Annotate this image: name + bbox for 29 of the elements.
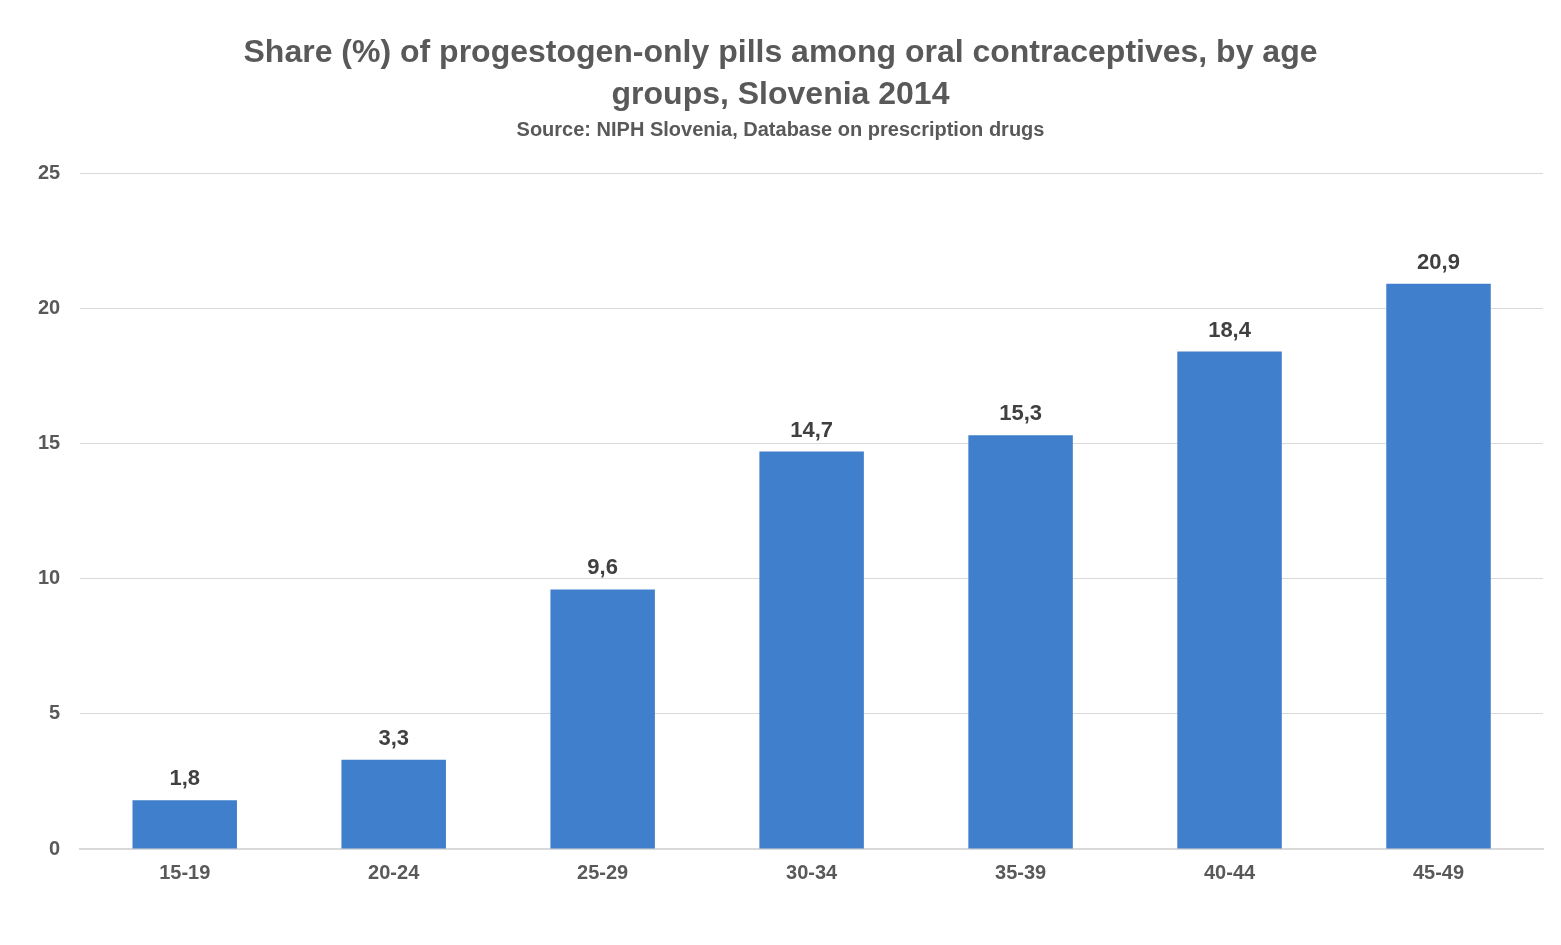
y-tick-label: 20 [38,295,61,318]
data-label: 15,3 [999,400,1042,426]
data-label: 18,4 [1208,316,1252,342]
y-tick-label: 5 [49,701,61,724]
bar [341,759,446,849]
data-label: 14,7 [790,416,834,442]
y-tick-label: 0 [49,836,61,859]
data-label: 9,6 [587,554,618,580]
x-tick-label: 20-24 [368,860,421,883]
bar [132,800,237,849]
bar [550,589,655,849]
x-tick-label: 15-19 [159,860,211,883]
bar [968,435,1073,849]
x-tick-label: 40-44 [1203,860,1256,883]
y-tick-label: 10 [38,566,61,589]
y-tick-label: 15 [38,430,61,453]
bar [1177,351,1282,849]
x-tick-label: 25-29 [577,860,629,883]
chart-subtitle: Source: NIPH Slovenia, Database on prescription drugs [515,118,1046,141]
x-tick-label: 45-49 [1412,860,1465,883]
x-tick-label: 35-39 [995,860,1047,883]
data-label: 1,8 [169,765,201,791]
x-tick-label: 30-34 [786,860,839,883]
data-label: 3,3 [378,724,409,750]
bar [1386,283,1491,849]
bar [759,451,864,849]
data-label: 20,9 [1417,248,1460,274]
chart-title: Share (%) of progestogen-only pills among oral contraceptives, by age groups, Slovenia 2014 [242,32,1319,113]
y-tick-label: 25 [38,160,61,183]
